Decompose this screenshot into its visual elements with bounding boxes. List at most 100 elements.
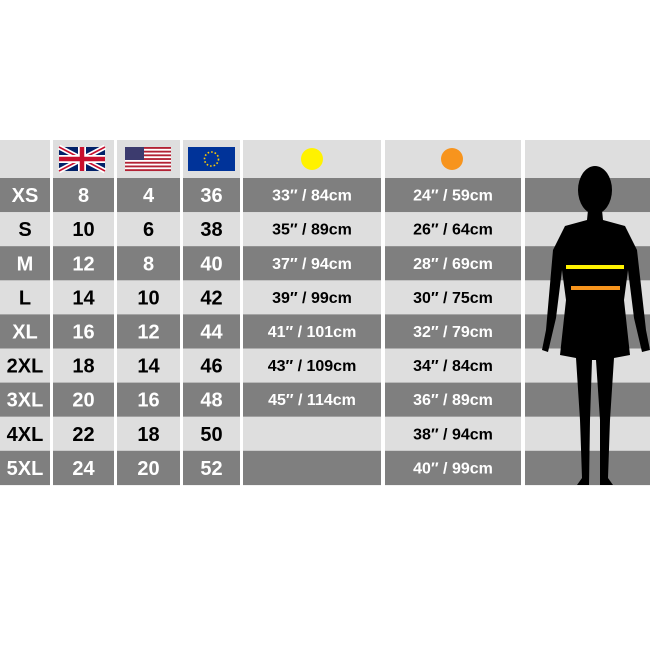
table-cell bbox=[385, 450, 521, 486]
eu-cell-text: 46 bbox=[200, 356, 222, 378]
uk-cell-text: 14 bbox=[72, 287, 95, 309]
table-cell bbox=[53, 314, 114, 349]
table-cell bbox=[183, 314, 240, 349]
table-cell bbox=[53, 178, 114, 213]
uk-cell-text: 20 bbox=[72, 390, 94, 412]
table-cell bbox=[0, 348, 50, 383]
eu-cell-text: 48 bbox=[200, 390, 222, 412]
us-cell-text: 18 bbox=[137, 424, 159, 446]
bust-cell-text: 35″ / 89cm bbox=[272, 222, 352, 239]
uk-cell-text: 24 bbox=[72, 458, 95, 480]
us-cell-text: 20 bbox=[137, 458, 159, 480]
table-cell bbox=[117, 212, 180, 247]
eu-cell-text: 50 bbox=[200, 424, 222, 446]
size-cell-text: M bbox=[17, 253, 34, 275]
size-cell-text: S bbox=[18, 219, 31, 241]
table-cell bbox=[0, 212, 50, 247]
uk-cell-text: 16 bbox=[72, 321, 94, 343]
bust-cell-text: 37″ / 94cm bbox=[272, 256, 352, 273]
table-cell bbox=[385, 212, 521, 247]
table-cell bbox=[0, 178, 50, 213]
table-cell bbox=[183, 246, 240, 281]
waist-cell-text: 38″ / 94cm bbox=[413, 426, 493, 443]
waist-marker bbox=[441, 148, 463, 170]
table-cell bbox=[117, 450, 180, 486]
table-cell bbox=[53, 246, 114, 281]
table-cell bbox=[385, 382, 521, 417]
uk-cell-text: 18 bbox=[72, 356, 94, 378]
bust-cell-text: 39″ / 99cm bbox=[272, 290, 352, 307]
us-cell-text: 10 bbox=[137, 287, 159, 309]
table-cell bbox=[243, 280, 381, 315]
table-cell bbox=[117, 314, 180, 349]
table-cell bbox=[183, 178, 240, 213]
silhouette bbox=[542, 166, 650, 485]
table-cell bbox=[243, 178, 381, 213]
table-cell bbox=[117, 416, 180, 451]
us-cell-text: 8 bbox=[143, 253, 154, 275]
table-cell bbox=[243, 450, 381, 486]
size-cell-text: 3XL bbox=[7, 390, 44, 412]
us-flag bbox=[125, 147, 171, 172]
table-cell bbox=[385, 178, 521, 213]
eu-cell-text: 36 bbox=[200, 185, 222, 207]
waist-cell-text: 26″ / 64cm bbox=[413, 222, 493, 239]
table-cell bbox=[243, 314, 381, 349]
eu-cell-text: 44 bbox=[200, 321, 223, 343]
table-cell bbox=[243, 416, 381, 451]
size-cell-text: L bbox=[19, 287, 31, 309]
table-cell bbox=[0, 280, 50, 315]
table-cell bbox=[0, 246, 50, 281]
table-cell bbox=[53, 416, 114, 451]
table-cell bbox=[243, 246, 381, 281]
uk-cell-text: 10 bbox=[72, 219, 94, 241]
bust-marker bbox=[301, 148, 323, 170]
table-cell bbox=[53, 450, 114, 486]
waist-cell-text: 30″ / 75cm bbox=[413, 290, 493, 307]
size-cell-text: XS bbox=[12, 185, 39, 207]
table-cell bbox=[0, 314, 50, 349]
bust-cell-text: 41″ / 101cm bbox=[268, 324, 357, 341]
table-cell bbox=[117, 382, 180, 417]
size-cell-text: 5XL bbox=[7, 458, 44, 480]
size-cell-text: XL bbox=[12, 321, 38, 343]
us-cell-text: 6 bbox=[143, 219, 154, 241]
header-cell bbox=[0, 140, 50, 178]
bust-cell-text: 33″ / 84cm bbox=[272, 188, 352, 205]
waist-cell-text: 28″ / 69cm bbox=[413, 256, 493, 273]
uk-cell-text: 8 bbox=[78, 185, 89, 207]
waist-cell-text: 36″ / 89cm bbox=[413, 392, 493, 409]
table-cell bbox=[53, 382, 114, 417]
table-cell bbox=[117, 246, 180, 281]
table-cell bbox=[385, 416, 521, 451]
table-cell bbox=[117, 280, 180, 315]
waist-cell-text: 34″ / 84cm bbox=[413, 358, 493, 375]
table-cell bbox=[117, 178, 180, 213]
table-cell bbox=[183, 450, 240, 486]
table-cell bbox=[183, 416, 240, 451]
table-cell bbox=[183, 280, 240, 315]
table-cell bbox=[385, 280, 521, 315]
waist-cell-text: 24″ / 59cm bbox=[413, 188, 493, 205]
bust-cell-text: 43″ / 109cm bbox=[268, 358, 357, 375]
size-cell-text: 4XL bbox=[7, 424, 44, 446]
uk-cell-text: 12 bbox=[72, 253, 94, 275]
uk-flag bbox=[57, 144, 107, 174]
table-cell bbox=[243, 348, 381, 383]
us-cell-text: 12 bbox=[137, 321, 159, 343]
eu-cell-text: 52 bbox=[200, 458, 222, 480]
table-cell bbox=[385, 348, 521, 383]
table-cell bbox=[53, 280, 114, 315]
eu-cell-text: 40 bbox=[200, 253, 222, 275]
us-cell-text: 16 bbox=[137, 390, 159, 412]
table-cell bbox=[183, 212, 240, 247]
table-cell bbox=[243, 212, 381, 247]
table-cell bbox=[117, 348, 180, 383]
table-cell bbox=[53, 212, 114, 247]
size-cell-text: 2XL bbox=[7, 356, 44, 378]
table-cell bbox=[0, 416, 50, 451]
table-cell bbox=[183, 382, 240, 417]
table-cell bbox=[0, 450, 50, 486]
